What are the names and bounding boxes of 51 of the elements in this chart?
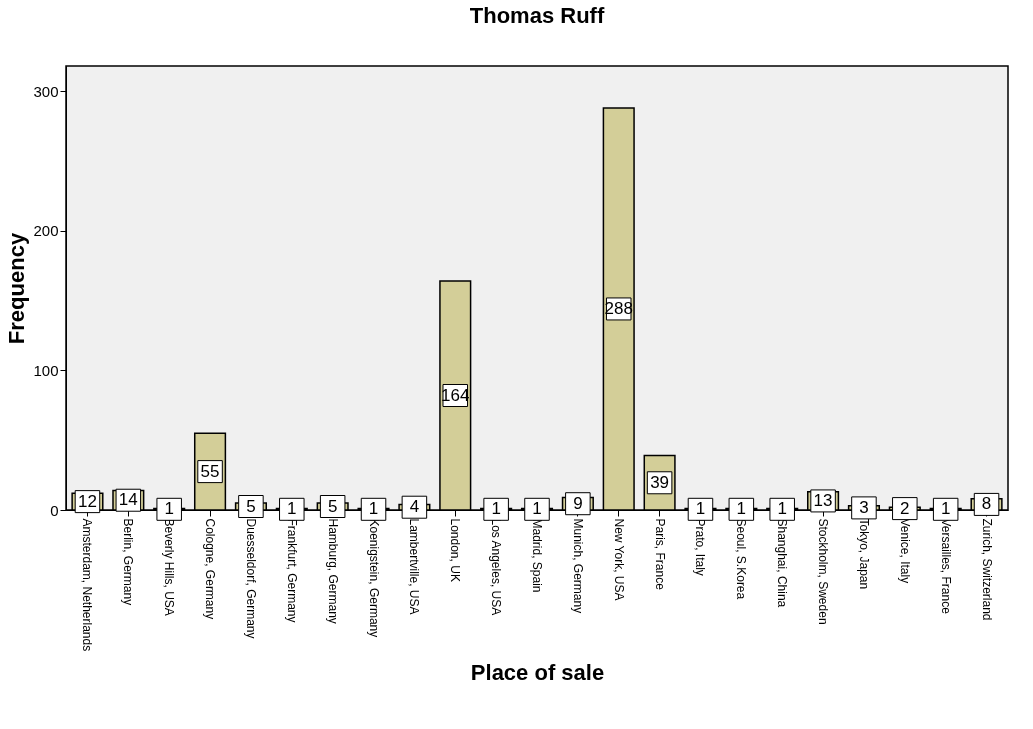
x-tick-label: Versailles, France bbox=[938, 518, 953, 615]
data-label: 13 bbox=[813, 490, 833, 510]
data-label: 1 bbox=[940, 499, 951, 519]
data-label: 39 bbox=[650, 472, 670, 492]
data-label: 5 bbox=[246, 496, 256, 516]
x-tick-label: Berlin, Germany bbox=[121, 518, 136, 606]
data-label: 1 bbox=[164, 499, 174, 519]
x-tick-label: New York, USA bbox=[611, 518, 626, 601]
data-label: 1 bbox=[491, 499, 501, 519]
data-label: 3 bbox=[859, 497, 869, 517]
x-tick-label: Shanghai, China bbox=[775, 518, 790, 608]
y-tick-label: 200 bbox=[33, 222, 59, 240]
data-label: 1 bbox=[532, 499, 542, 519]
x-tick-label: Beverly Hills, USA bbox=[162, 518, 177, 616]
data-label: 5 bbox=[327, 496, 338, 516]
data-label: 4 bbox=[409, 497, 420, 517]
y-tick-label: 100 bbox=[33, 361, 59, 379]
x-tick-label: Los Angeles, USA bbox=[489, 518, 504, 616]
chart-title: Thomas Ruff bbox=[469, 3, 605, 28]
data-label: 1 bbox=[777, 499, 787, 519]
x-tick-label: Paris, France bbox=[652, 518, 667, 591]
x-tick-label: Duesseldorf, Germany bbox=[243, 518, 258, 639]
data-label: 12 bbox=[77, 491, 97, 511]
x-tick-label: Amsterdam, Netherlands bbox=[80, 518, 95, 652]
data-label: 9 bbox=[573, 493, 583, 513]
x-tick-label: Cologne, Germany bbox=[203, 518, 218, 620]
x-tick-label: Tokyo, Japan bbox=[856, 518, 871, 590]
x-tick-label: Madrid, Spain bbox=[530, 518, 544, 593]
x-tick-label: Munich, Germany bbox=[570, 518, 585, 614]
x-tick-label: London, UK bbox=[448, 518, 463, 582]
x-tick-label: Seoul, S.Korea bbox=[734, 518, 749, 600]
x-tick-label: Lambertville, USA bbox=[407, 518, 422, 615]
x-tick-label: Koenigstein, Germany bbox=[366, 518, 381, 638]
x-tick-label: Venice, Italy bbox=[897, 518, 912, 584]
data-label: 14 bbox=[118, 490, 138, 510]
x-tick-label: Hamburg, Germany bbox=[325, 518, 340, 624]
y-axis-title: Frequency bbox=[4, 232, 30, 345]
data-label: 1 bbox=[736, 499, 747, 519]
x-axis-title: Place of sale bbox=[470, 660, 605, 686]
x-tick-label: Prato, Italy bbox=[693, 518, 708, 576]
x-tick-label: Zurich, Switzerland bbox=[979, 518, 994, 621]
data-label: 1 bbox=[287, 499, 297, 519]
y-tick-label: 300 bbox=[33, 82, 59, 100]
data-label: 55 bbox=[200, 461, 220, 481]
data-label: 2 bbox=[900, 498, 910, 518]
data-label: 1 bbox=[695, 499, 706, 519]
x-tick-label: Stockholm, Sweden bbox=[816, 518, 831, 625]
x-tick-label: Frankfurt, Germany bbox=[284, 518, 299, 623]
y-tick-label: 0 bbox=[50, 501, 59, 519]
data-label: 8 bbox=[981, 494, 992, 514]
data-label: 1 bbox=[368, 499, 379, 519]
